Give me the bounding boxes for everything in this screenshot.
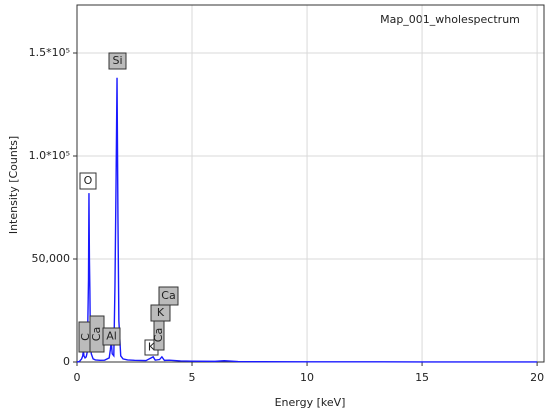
- x-axis-label: Energy [keV]: [275, 396, 346, 409]
- x-tick-label: 15: [415, 371, 429, 384]
- y-tick-label: 1.0*10⁵: [29, 149, 70, 162]
- y-tick-label: 0: [63, 355, 70, 368]
- annotation-label: K: [157, 306, 165, 319]
- chart-title: Map_001_wholespectrum: [380, 13, 520, 26]
- y-tick-label: 50,000: [32, 252, 71, 265]
- x-tick-label: 0: [74, 371, 81, 384]
- annotation-label: Al: [106, 330, 117, 343]
- annotation-label: Si: [112, 54, 122, 67]
- annotation-box: [108, 52, 127, 70]
- annotation-label: Ca: [161, 289, 175, 302]
- y-axis-label: Intensity [Counts]: [7, 136, 20, 234]
- annotation-label: K: [148, 341, 156, 354]
- annotation-label: O: [84, 174, 93, 187]
- annotation-label: C: [79, 333, 92, 341]
- annotation-box: [158, 286, 179, 306]
- annotation-box: [102, 327, 121, 346]
- y-tick-label: 1.5*10⁵: [29, 46, 70, 59]
- x-tick-label: 20: [530, 371, 544, 384]
- x-tick-label: 5: [189, 371, 196, 384]
- plot-frame: [76, 4, 545, 363]
- annotation-label: Ca: [152, 328, 165, 342]
- x-tick-label: 10: [300, 371, 314, 384]
- annotation-label: Ca: [90, 327, 103, 341]
- annotation-box: [79, 172, 97, 190]
